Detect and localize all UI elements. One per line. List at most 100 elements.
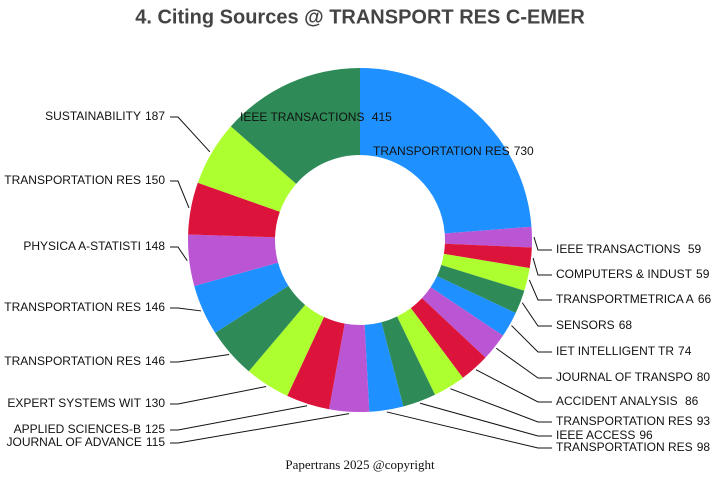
slice-label: TRANSPORTATION RES 93 [556, 414, 710, 428]
slice [381, 316, 435, 407]
label-value: 125 [145, 422, 165, 436]
leader-line [528, 279, 552, 301]
label-name: IEEE TRANSACTIONS [556, 242, 684, 256]
slice-label: APPLIED SCIENCES-B 125 [14, 422, 166, 436]
leader-line [170, 405, 308, 431]
slice [194, 262, 289, 333]
label-name: COMPUTERS & INDUST [556, 267, 693, 281]
label-name: TRANSPORTATION RES [373, 144, 510, 158]
slice [230, 67, 360, 184]
label-value: 115 [146, 435, 165, 449]
label-value: 146 [145, 300, 165, 314]
slice [188, 182, 280, 238]
slice-label: ACCIDENT ANALYSIS 86 [556, 394, 699, 408]
leader-line [170, 116, 211, 153]
label-name: APPLIED SCIENCES-B [14, 422, 141, 436]
label-value: 68 [619, 318, 633, 332]
slice-label: SENSORS 68 [556, 318, 632, 332]
slice-label: TRANSPORTATION RES 150 [4, 173, 165, 187]
label-value: 150 [145, 173, 165, 187]
label-value: 59 [696, 267, 710, 281]
label-name: JOURNAL OF TRANSPO [556, 370, 693, 384]
slice [436, 265, 525, 314]
leader-line [495, 347, 552, 379]
leader-line [420, 402, 552, 437]
leader-line [532, 257, 552, 276]
label-name: TRANSPORTATION RES [4, 300, 141, 314]
leader-line [170, 246, 188, 261]
leader-line [533, 236, 552, 251]
label-value: 146 [145, 354, 165, 368]
leader-line [386, 411, 552, 449]
slice [329, 323, 370, 413]
label-name: TRANSPORTMETRICA A [556, 292, 694, 306]
slice [410, 298, 486, 378]
leader-line [170, 413, 350, 444]
slice [215, 285, 306, 372]
label-name: TRANSPORTATION RES [556, 414, 693, 428]
slice [360, 68, 532, 234]
slice [421, 287, 503, 358]
footer: Papertrans 2025 @copyright [285, 457, 435, 472]
slice-label: PHYSICA A-STATISTI 148 [23, 239, 165, 253]
leader-line [475, 369, 552, 403]
label-value: 148 [145, 239, 165, 253]
slice [443, 243, 532, 269]
leader-line [170, 180, 190, 209]
label-name: SUSTAINABILITY [45, 109, 141, 123]
label-name: IEEE ACCESS [556, 428, 635, 442]
leader-line [170, 354, 230, 363]
leader-line [170, 386, 267, 405]
slice-label: COMPUTERS & INDUST 59 [556, 267, 710, 281]
leader-line [511, 325, 552, 353]
slice-label: TRANSPORTATION RES 730 [373, 144, 534, 158]
slice [197, 126, 297, 212]
label-value: 80 [697, 370, 711, 384]
label-value: 98 [697, 440, 711, 454]
slice [430, 276, 516, 336]
slice-label: SUSTAINABILITY 187 [45, 109, 165, 123]
slice [444, 226, 532, 248]
label-name: TRANSPORTATION RES [4, 173, 141, 187]
label-value: 59 [688, 242, 702, 256]
label-name: EXPERT SYSTEMS WIT [7, 396, 141, 410]
slice [364, 322, 404, 412]
slice-label: IEEE TRANSACTIONS 415 [240, 110, 392, 124]
label-value: 66 [698, 292, 712, 306]
label-value: 187 [145, 109, 165, 123]
label-value: 93 [697, 414, 711, 428]
label-name: IEEE TRANSACTIONS [240, 110, 368, 124]
label-name: TRANSPORTATION RES [556, 440, 693, 454]
label-value: 86 [685, 394, 699, 408]
label-name: PHYSICA A-STATISTI [23, 239, 141, 253]
label-name: IET INTELLIGENT TR [556, 344, 674, 358]
slice-label: TRANSPORTATION RES 146 [4, 354, 165, 368]
slice [397, 308, 463, 395]
slice-label: IEEE TRANSACTIONS 59 [556, 242, 701, 256]
label-value: 96 [639, 428, 653, 442]
slice-label: JOURNAL OF TRANSPO 80 [556, 370, 710, 384]
slice-label: IEEE ACCESS 96 [556, 428, 653, 442]
leader-line [521, 302, 552, 327]
slice-label: TRANSPORTATION RES 146 [4, 300, 165, 314]
slice [441, 253, 530, 291]
label-value: 130 [145, 396, 165, 410]
slice-label: IET INTELLIGENT TR 74 [556, 344, 692, 358]
slice-label: EXPERT SYSTEMS WIT 130 [7, 396, 165, 410]
leader-line [170, 307, 202, 312]
label-name: TRANSPORTATION RES [4, 354, 141, 368]
label-name: ACCIDENT ANALYSIS [556, 394, 681, 408]
slice-label: JOURNAL OF ADVANCE 115 [7, 435, 166, 449]
chart-title: 4. Citing Sources @ TRANSPORT RES C-EMER [135, 6, 585, 28]
label-name: SENSORS [556, 318, 615, 332]
slice [248, 304, 325, 396]
slice [188, 234, 279, 286]
label-value: 730 [514, 144, 534, 158]
label-name: JOURNAL OF ADVANCE [7, 435, 142, 449]
slice-label: TRANSPORTATION RES 98 [556, 440, 710, 454]
slice-label: TRANSPORTMETRICA A 66 [556, 292, 711, 306]
label-value: 74 [678, 344, 692, 358]
slice [287, 317, 345, 410]
label-value: 415 [372, 110, 392, 124]
